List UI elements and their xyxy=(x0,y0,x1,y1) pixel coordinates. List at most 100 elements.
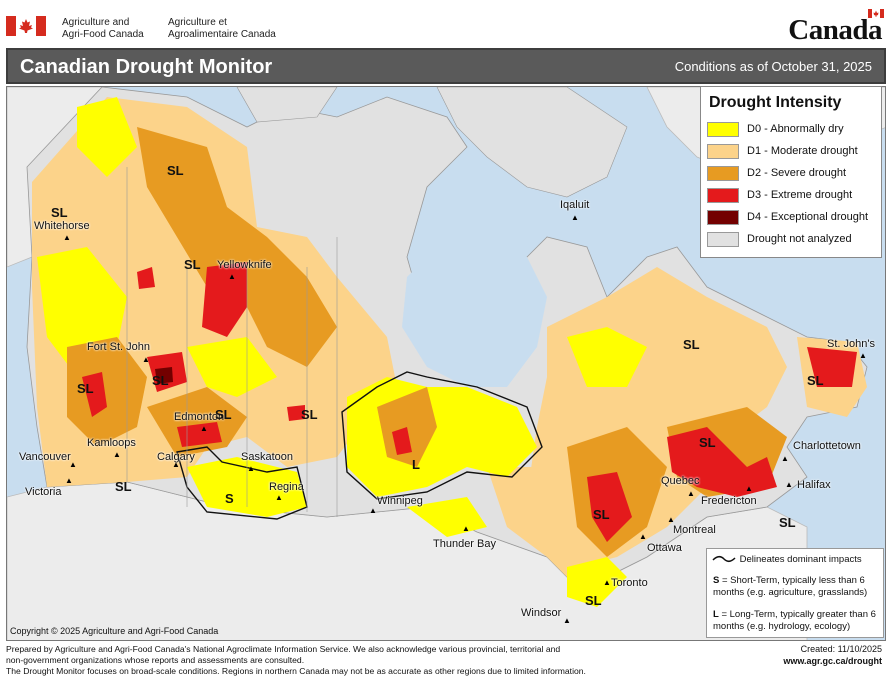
city-label-charlottetown: Charlottetown xyxy=(793,440,861,452)
d0-region-ontario-west xyxy=(407,497,487,537)
city-marker-icon: ▲ xyxy=(113,450,121,459)
title-bar: Canadian Drought Monitor Conditions as o… xyxy=(6,48,886,84)
city-marker-icon: ▲ xyxy=(859,351,867,360)
source-url[interactable]: www.agr.gc.ca/drought xyxy=(783,656,882,666)
impact-label: L xyxy=(412,457,420,472)
city-label-kamloops: Kamloops xyxy=(87,437,136,449)
city-marker-icon: ▲ xyxy=(228,272,236,281)
canada-flag-icon xyxy=(6,16,46,36)
city-label-halifax: Halifax xyxy=(797,479,831,491)
legend-item-d1: D1 - Moderate drought xyxy=(707,143,879,161)
city-marker-icon: ▲ xyxy=(275,493,283,502)
d0-region-north xyxy=(77,97,137,177)
legend-swatch xyxy=(707,188,739,203)
legend-item-not-analyzed: Drought not analyzed xyxy=(707,231,879,249)
city-marker-icon: ▲ xyxy=(603,578,611,587)
arctic-island-2 xyxy=(436,87,628,198)
city-marker-icon: ▲ xyxy=(65,476,73,485)
city-label-saskatoon: Saskatoon xyxy=(241,451,293,463)
canada-wordmark: Canada xyxy=(788,14,882,46)
legend-label: Drought not analyzed xyxy=(747,233,852,245)
city-label-calgary: Calgary xyxy=(157,451,195,463)
border-lines xyxy=(126,167,338,517)
city-label-montreal: Montreal xyxy=(673,524,716,536)
impact-label: SL xyxy=(77,381,94,396)
city-label-iqaluit: Iqaluit xyxy=(560,199,590,211)
city-marker-icon: ▲ xyxy=(781,454,789,463)
footer-line3: The Drought Monitor focuses on broad-sca… xyxy=(6,666,586,676)
legend-item-d3: D3 - Extreme drought xyxy=(707,187,879,205)
legend-label: D0 - Abnormally dry xyxy=(747,123,844,135)
impact-label: SL xyxy=(215,407,232,422)
dept-fr-line1: Agriculture et xyxy=(168,17,227,28)
city-marker-icon: ▲ xyxy=(571,213,579,222)
department-name-english: Agriculture and Agri-Food Canada xyxy=(62,17,144,41)
impact-line-shield xyxy=(341,371,543,500)
copyright: Copyright © 2025 Agriculture and Agri-Fo… xyxy=(10,626,219,636)
hudson-bay xyxy=(402,237,547,387)
map-title: Canadian Drought Monitor xyxy=(20,56,273,78)
impact-line-label: Delineates dominant impacts xyxy=(739,554,862,565)
d3-region-edmonton xyxy=(177,422,222,447)
impact-label: SL xyxy=(115,479,132,494)
footer-notes: Prepared by Agriculture and Agri-Food Ca… xyxy=(6,644,686,677)
city-label-quebec: Quebec xyxy=(661,475,700,487)
d3-region-newfoundland xyxy=(807,347,857,387)
legend-swatch xyxy=(707,210,739,225)
wordmark-flag-icon xyxy=(868,9,884,18)
footer-line1: Prepared by Agriculture and Agri-Food Ca… xyxy=(6,644,561,654)
city-label-regina: Regina xyxy=(269,481,304,493)
city-marker-icon: ▲ xyxy=(639,532,647,541)
city-marker-icon: ▲ xyxy=(462,524,470,533)
impact-short-term: S = Short-Term, typically less than 6 mo… xyxy=(713,575,881,599)
city-label-thunder-bay: Thunder Bay xyxy=(433,538,496,550)
dept-en-line2: Agri-Food Canada xyxy=(62,29,144,40)
impact-label: SL xyxy=(167,163,184,178)
city-label-toronto: Toronto xyxy=(611,577,648,589)
city-label-winnipeg: Winnipeg xyxy=(377,495,423,507)
impact-label: SL xyxy=(807,373,824,388)
d3-region-bc xyxy=(82,372,107,417)
impact-line-key: Delineates dominant impacts xyxy=(711,554,881,566)
impact-l-key: L xyxy=(713,609,719,620)
city-marker-icon: ▲ xyxy=(785,480,793,489)
city-marker-icon: ▲ xyxy=(369,506,377,515)
impact-label: SL xyxy=(683,337,700,352)
city-label-whitehorse: Whitehorse xyxy=(34,220,90,232)
city-marker-icon: ▲ xyxy=(687,489,695,498)
legend-label: D2 - Severe drought xyxy=(747,167,847,179)
city-label-yellowknife: Yellowknife xyxy=(217,259,272,271)
map-canvas xyxy=(7,87,885,640)
city-label-fort-st-john: Fort St. John xyxy=(87,341,150,353)
legend: Drought Intensity D0 - Abnormally dry D1… xyxy=(700,86,882,258)
city-label-vancouver: Vancouver xyxy=(19,451,71,463)
city-label-st-johns: St. John's xyxy=(827,338,875,350)
department-name-french: Agriculture et Agroalimentaire Canada xyxy=(168,17,276,41)
legend-item-d4: D4 - Exceptional drought xyxy=(707,209,879,227)
dept-en-line1: Agriculture and xyxy=(62,17,130,28)
legend-swatch xyxy=(707,144,739,159)
legend-label: D1 - Moderate drought xyxy=(747,145,858,157)
legend-title: Drought Intensity xyxy=(709,94,842,111)
impact-label: SL xyxy=(585,593,602,608)
header: Agriculture and Agri-Food Canada Agricul… xyxy=(0,0,894,46)
city-marker-icon: ▲ xyxy=(142,355,150,364)
d3-region-ontario xyxy=(392,427,412,455)
d0-region-ontario-south xyxy=(567,557,627,607)
impacts-key: Delineates dominant impacts S = Short-Te… xyxy=(706,548,884,638)
d4-region-fortstjohn xyxy=(155,367,173,384)
impact-s-text: = Short-Term, typically less than 6 mont… xyxy=(713,575,868,598)
city-marker-icon: ▲ xyxy=(172,460,180,469)
legend-item-d2: D2 - Severe drought xyxy=(707,165,879,183)
impact-long-term: L = Long-Term, typically greater than 6 … xyxy=(713,609,881,633)
delineation-line-icon xyxy=(712,556,736,563)
d0-region-ab xyxy=(187,337,277,397)
city-marker-icon: ▲ xyxy=(200,424,208,433)
impact-label: SL xyxy=(51,205,68,220)
conditions-date: Conditions as of October 31, 2025 xyxy=(674,59,872,74)
city-label-windsor: Windsor xyxy=(521,607,562,619)
d3-region-nwt-small xyxy=(137,267,155,289)
impact-label: SL xyxy=(301,407,318,422)
city-marker-icon: ▲ xyxy=(667,515,675,524)
city-label-edmonton: Edmonton xyxy=(174,411,225,423)
